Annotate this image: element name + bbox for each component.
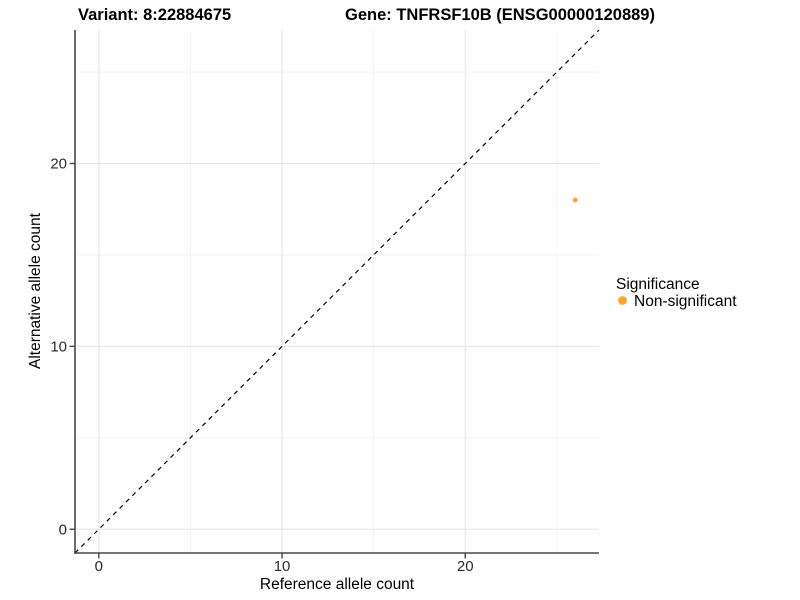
data-point bbox=[572, 197, 578, 203]
legend: Significance Non-significant bbox=[616, 276, 737, 310]
legend-title: Significance bbox=[616, 276, 700, 293]
x-tick-label: 0 bbox=[95, 558, 103, 575]
minor-gridlines bbox=[75, 30, 599, 553]
x-tick-label: 10 bbox=[274, 558, 291, 575]
plot-title-gene: Gene: TNFRSF10B (ENSG00000120889) bbox=[345, 6, 655, 24]
x-axis-title: Reference allele count bbox=[260, 576, 415, 593]
y-tick-label: 10 bbox=[50, 339, 67, 356]
y-tick-label: 20 bbox=[50, 156, 67, 173]
identity-line bbox=[74, 29, 600, 554]
y-tick-label: 0 bbox=[59, 521, 67, 538]
data-points-layer bbox=[572, 197, 578, 203]
legend-point-icon bbox=[618, 296, 627, 305]
tick-layer bbox=[69, 162, 466, 559]
legend-item-label: Non-significant bbox=[634, 293, 737, 310]
tick-label-layer: 0 10 20 0 10 20 bbox=[50, 156, 473, 575]
x-tick-label: 20 bbox=[457, 558, 474, 575]
plot-title-variant: Variant: 8:22884675 bbox=[78, 6, 231, 24]
axis-layer bbox=[74, 30, 599, 554]
y-axis-title: Alternative allele count bbox=[27, 212, 44, 369]
major-gridlines bbox=[75, 30, 599, 553]
identity-line-layer bbox=[74, 29, 600, 554]
